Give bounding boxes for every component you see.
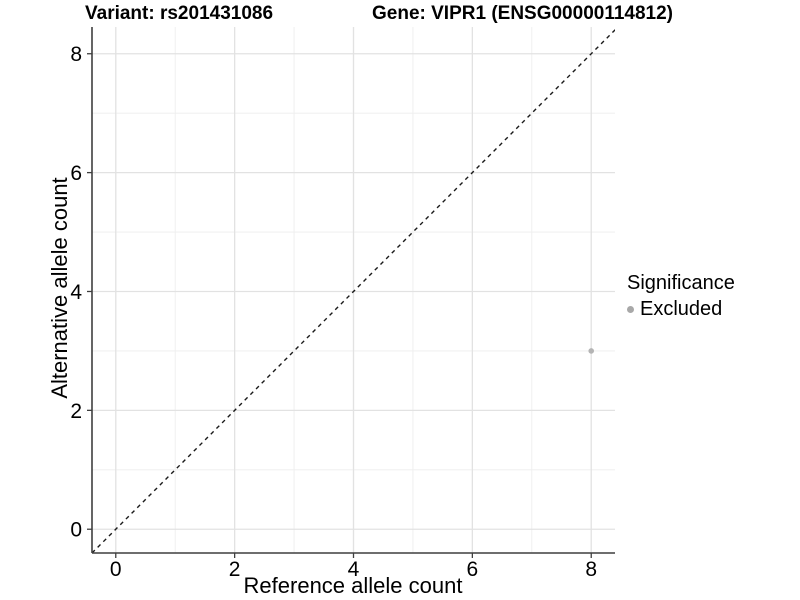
y-tick-label: 8 (70, 43, 82, 66)
legend-item-label: Excluded (640, 298, 723, 320)
data-point (588, 348, 595, 354)
legend: Significance Excluded (627, 271, 735, 321)
plot-title-gene: Gene: VIPR1 (ENSG00000114812) (372, 3, 674, 24)
x-tick-label: 8 (585, 558, 597, 581)
legend-point-icon (627, 305, 634, 313)
x-tick-label: 6 (467, 558, 479, 581)
plot-title-variant: Variant: rs201431086 (85, 3, 274, 24)
legend-title: Significance (627, 272, 735, 294)
identity-line (92, 28, 615, 553)
y-tick-label: 6 (70, 162, 82, 185)
x-tick-label: 4 (348, 558, 360, 581)
x-tick-label: 0 (110, 558, 122, 581)
y-tick-label: 4 (70, 281, 82, 304)
x-axis-title: Reference allele count (243, 573, 463, 598)
y-tick-label: 2 (70, 400, 82, 423)
y-tick-label: 0 (70, 519, 82, 542)
legend-item-excluded: Excluded (627, 297, 735, 321)
x-tick-label: 2 (229, 558, 241, 581)
